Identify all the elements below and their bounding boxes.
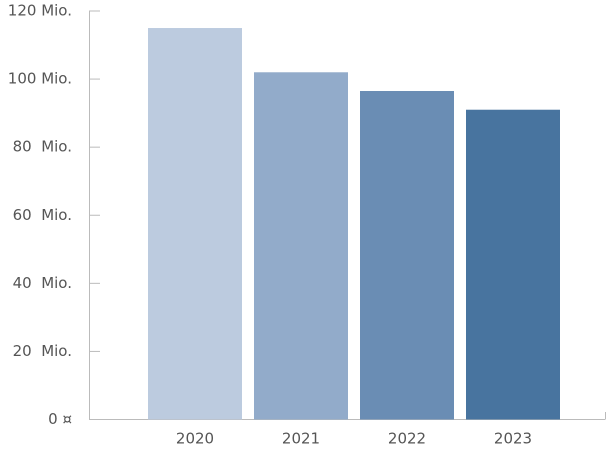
- x-tick-label: 2023: [494, 430, 532, 448]
- bar: [254, 72, 348, 420]
- bar: [148, 28, 242, 420]
- y-tick-label: 0 ¤: [48, 410, 72, 428]
- y-tick-label: 120 Mio.: [8, 2, 72, 20]
- y-tick-label: 100 Mio.: [8, 70, 72, 88]
- x-tick-label: 2020: [176, 430, 214, 448]
- bar: [466, 109, 560, 420]
- y-tick-label: 60 Mio.: [13, 206, 72, 224]
- y-tick-label: 20 Mio.: [13, 342, 72, 360]
- y-tick-label: 40 Mio.: [13, 274, 72, 292]
- x-tick-label: 2022: [388, 430, 426, 448]
- x-tick-label: 2021: [282, 430, 320, 448]
- bar: [360, 90, 454, 420]
- y-tick-label: 80 Mio.: [13, 138, 72, 156]
